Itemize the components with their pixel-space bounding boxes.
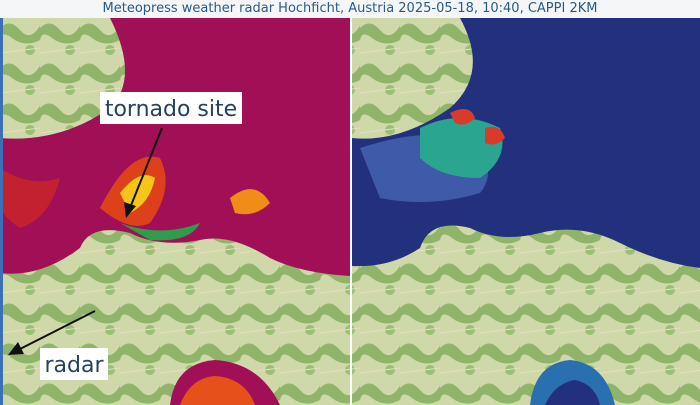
left-panel bbox=[0, 18, 350, 405]
title: Meteopress weather radar Hochficht, Aust… bbox=[0, 0, 700, 18]
radar-annotation: radar bbox=[8, 310, 108, 380]
radar-panels: tornado site radar bbox=[0, 18, 700, 405]
right-panel bbox=[352, 18, 700, 405]
label: radar bbox=[44, 353, 104, 378]
tornado-annotation: tornado site bbox=[100, 92, 242, 218]
label: tornado site bbox=[105, 97, 237, 122]
